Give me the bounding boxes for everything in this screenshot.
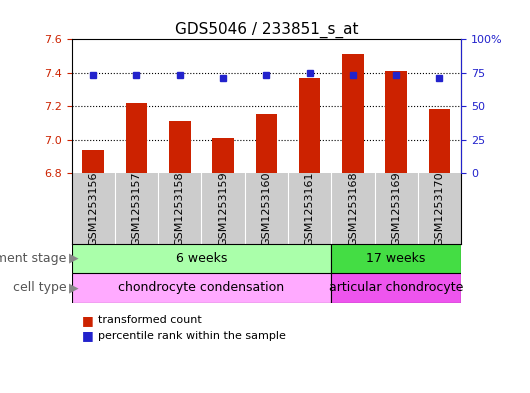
Text: percentile rank within the sample: percentile rank within the sample (98, 331, 286, 341)
Text: GSM1253157: GSM1253157 (131, 171, 142, 246)
Text: GSM1253168: GSM1253168 (348, 171, 358, 246)
Bar (212, 138, 234, 173)
Bar (126, 103, 147, 173)
Text: ■: ■ (82, 329, 94, 343)
Text: 17 weeks: 17 weeks (366, 252, 426, 265)
Title: GDS5046 / 233851_s_at: GDS5046 / 233851_s_at (174, 22, 358, 38)
Bar (82, 149, 104, 173)
Text: articular chondrocyte: articular chondrocyte (329, 281, 463, 294)
Text: GSM1253158: GSM1253158 (175, 171, 185, 246)
Text: cell type: cell type (13, 281, 66, 294)
Bar (169, 121, 191, 173)
Text: ■: ■ (82, 314, 94, 327)
Bar (342, 54, 364, 173)
Bar (72, 244, 331, 273)
Text: GSM1253159: GSM1253159 (218, 171, 228, 246)
Text: chondrocyte condensation: chondrocyte condensation (118, 281, 285, 294)
Bar (331, 273, 461, 303)
Bar (385, 71, 407, 173)
Text: ▶: ▶ (69, 252, 78, 265)
Text: GSM1253169: GSM1253169 (391, 171, 401, 246)
Text: GSM1253156: GSM1253156 (88, 171, 98, 246)
Text: development stage: development stage (0, 252, 66, 265)
Bar (331, 244, 461, 273)
Text: GSM1253170: GSM1253170 (435, 171, 445, 246)
Text: GSM1253161: GSM1253161 (305, 171, 315, 246)
Bar (255, 114, 277, 173)
Text: ▶: ▶ (69, 281, 78, 294)
Bar (72, 273, 331, 303)
Bar (429, 109, 450, 173)
Text: GSM1253160: GSM1253160 (261, 171, 271, 246)
Text: 6 weeks: 6 weeks (176, 252, 227, 265)
Bar (299, 78, 321, 173)
Text: transformed count: transformed count (98, 315, 202, 325)
